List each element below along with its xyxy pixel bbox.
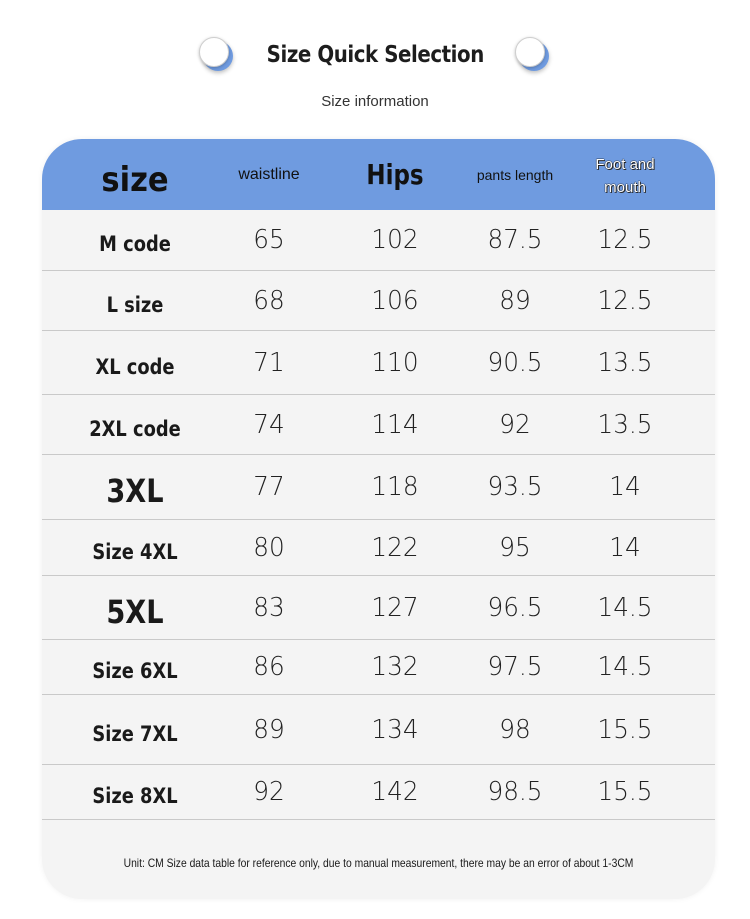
measurement-note: Unit: CM Size data table for reference o… [123, 856, 634, 870]
table-row: XL code 71 110 90.5 13.5 [42, 331, 715, 395]
hips-cell: 142 [371, 777, 419, 807]
pants-length-cell: 92 [499, 409, 531, 440]
pants-length-cell: 95 [499, 532, 531, 563]
hips-cell: 118 [371, 472, 419, 502]
hips-cell: 127 [371, 592, 419, 623]
size-cell: 3XL [106, 472, 164, 510]
size-cell: Size 8XL [92, 784, 178, 808]
size-table-card: size waistline Hips pants length Foot an… [42, 139, 715, 899]
table-row: Size 6XL 86 132 97.5 14.5 [42, 640, 715, 695]
foot-mouth-cell: 14.5 [597, 592, 653, 623]
size-cell: 5XL [106, 592, 164, 631]
size-cell: M code [99, 232, 171, 256]
hips-cell: 132 [371, 652, 419, 682]
foot-mouth-cell: 12.5 [597, 225, 653, 255]
foot-mouth-cell: 15.5 [597, 714, 653, 745]
waistline-cell: 89 [253, 714, 285, 745]
hips-cell: 134 [371, 714, 419, 745]
size-cell: XL code [95, 354, 175, 379]
size-cell: L size [106, 292, 164, 317]
table-row: M code 65 102 87.5 12.5 [42, 210, 715, 271]
circle-bubble-icon [515, 37, 551, 73]
hips-cell: 102 [371, 225, 419, 255]
table-row: 5XL 83 127 96.5 14.5 [42, 576, 715, 640]
hips-cell: 114 [371, 409, 419, 440]
page-subtitle: Size information [321, 93, 429, 110]
pants-length-cell: 98.5 [487, 777, 543, 807]
size-cell: Size 7XL [92, 721, 178, 746]
foot-mouth-cell: 14 [609, 532, 641, 563]
waistline-cell: 92 [253, 777, 285, 807]
waistline-cell: 74 [253, 409, 285, 440]
table-row: L size 68 106 89 12.5 [42, 271, 715, 331]
table-row: Size 4XL 80 122 95 14 [42, 520, 715, 576]
pants-length-cell: 90.5 [487, 347, 543, 378]
column-header-pants-length: pants length [476, 166, 554, 183]
hips-cell: 110 [371, 347, 419, 378]
table-row: 2XL code 74 114 92 13.5 [42, 395, 715, 455]
table-row: Size 8XL 92 142 98.5 15.5 [42, 765, 715, 820]
column-header-hips: Hips [366, 158, 424, 191]
column-header-size: size [101, 159, 169, 200]
column-header-waistline: waistline [238, 165, 300, 183]
waistline-cell: 77 [253, 472, 285, 502]
waistline-cell: 65 [253, 225, 285, 255]
foot-mouth-cell: 13.5 [597, 347, 653, 378]
header: Size Quick Selection [0, 30, 750, 80]
foot-mouth-cell: 15.5 [597, 777, 653, 807]
pants-length-cell: 98 [499, 714, 531, 745]
pants-length-cell: 97.5 [487, 652, 543, 682]
table-row: Size 7XL 89 134 98 15.5 [42, 695, 715, 765]
waistline-cell: 86 [253, 652, 285, 682]
waistline-cell: 83 [253, 592, 285, 623]
table-row: 3XL 77 118 93.5 14 [42, 455, 715, 520]
pants-length-cell: 87.5 [487, 225, 543, 255]
page-title: Size Quick Selection [266, 42, 484, 68]
foot-mouth-cell: 14 [609, 472, 641, 502]
waistline-cell: 80 [253, 532, 285, 563]
table-header: size waistline Hips pants length Foot an… [42, 139, 715, 210]
foot-mouth-cell: 13.5 [597, 409, 653, 440]
size-cell: Size 4XL [92, 539, 178, 564]
pants-length-cell: 93.5 [487, 472, 543, 502]
foot-mouth-cell: 12.5 [597, 285, 653, 316]
column-header-foot-mouth: Foot and mouth [595, 155, 655, 196]
circle-bubble-icon [198, 37, 235, 73]
pants-length-cell: 89 [499, 285, 531, 316]
size-cell: Size 6XL [92, 659, 178, 683]
size-cell: 2XL code [89, 416, 181, 441]
waistline-cell: 68 [253, 285, 285, 316]
foot-mouth-cell: 14.5 [597, 652, 653, 682]
hips-cell: 122 [371, 532, 419, 563]
waistline-cell: 71 [253, 347, 285, 378]
pants-length-cell: 96.5 [487, 592, 543, 623]
hips-cell: 106 [371, 285, 419, 316]
